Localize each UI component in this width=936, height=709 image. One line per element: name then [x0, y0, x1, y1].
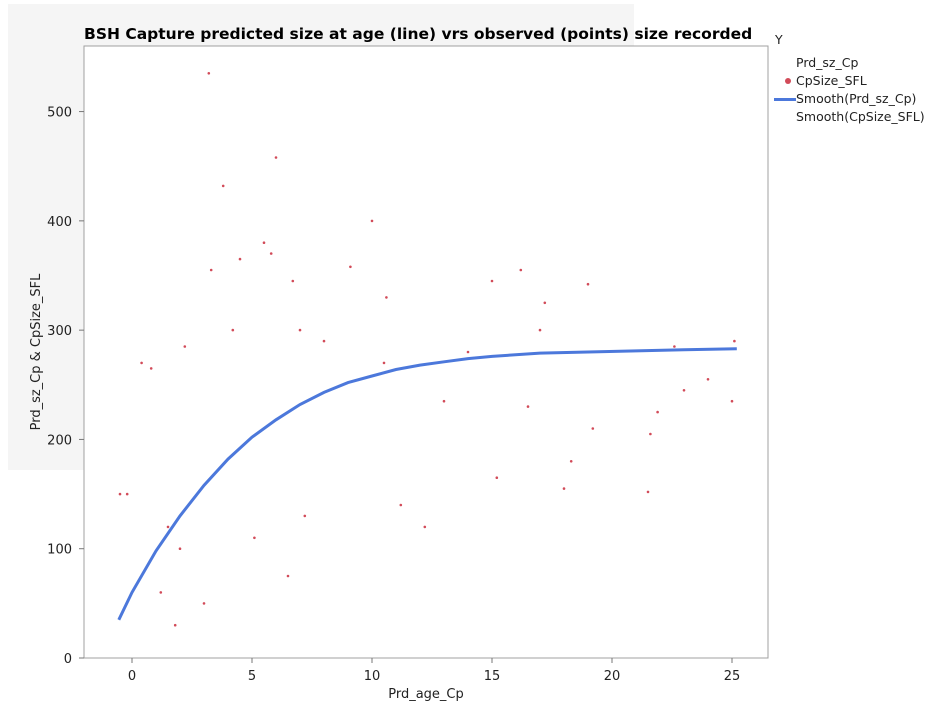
scatter-point [495, 476, 499, 480]
plot-area [83, 45, 769, 659]
scatter-point [209, 268, 213, 272]
scatter-point [140, 361, 143, 365]
x-tick-label: 20 [604, 669, 621, 684]
scatter-point [322, 339, 326, 343]
legend-item-prd-sz: Prd_sz_Cp [772, 54, 858, 70]
y-tick-label: 100 [47, 543, 72, 558]
legend-label: Smooth(CpSize_SFL) [796, 109, 925, 124]
scatter-point [733, 339, 736, 343]
y-axis: 0 100 200 300 400 500 [47, 106, 84, 667]
y-tick-label: 400 [47, 215, 72, 230]
scatter-point [399, 503, 403, 507]
scatter-point [291, 279, 295, 283]
legend-label: Prd_sz_Cp [796, 55, 859, 70]
scatter-point [385, 296, 388, 299]
scatter-point [682, 389, 686, 392]
x-axis-label: Prd_age_Cp [388, 687, 464, 702]
scatter-point [262, 241, 266, 244]
scatter-point [490, 279, 494, 283]
legend-line-marker [774, 97, 796, 101]
x-tick-label: 5 [248, 669, 256, 684]
scatter-point [253, 536, 256, 540]
legend-item-smooth-cpsize: Smooth(CpSize_SFL) [772, 108, 925, 124]
scatter-point [125, 492, 129, 496]
scatter-point [178, 547, 182, 550]
legend-label: CpSize_SFL [796, 73, 867, 88]
scatter-point [202, 602, 206, 605]
scatter-point [183, 345, 187, 348]
scatter-point [519, 268, 523, 272]
legend-item-smooth-prd: Smooth(Prd_sz_Cp) [772, 90, 916, 106]
scatter-point [149, 367, 153, 370]
scatter-point [649, 432, 652, 436]
chart-title: BSH Capture predicted size at age (line)… [84, 25, 753, 43]
legend-dot-marker [785, 77, 791, 84]
x-axis: 0 5 10 15 20 25 [128, 658, 740, 684]
scatter-point [166, 525, 170, 529]
scatter-point [238, 257, 242, 261]
scatter-point [586, 282, 590, 286]
scatter-point [286, 574, 290, 578]
scatter-point [673, 345, 676, 348]
scatter-point [466, 350, 470, 354]
scatter-point [159, 591, 163, 594]
scatter-point [706, 378, 710, 381]
scatter-point [298, 328, 302, 332]
legend-item-cpsize: CpSize_SFL [772, 72, 867, 88]
scatter-point [173, 623, 177, 627]
scatter-point [526, 405, 530, 408]
y-tick-label: 200 [47, 433, 72, 448]
scatter-point [423, 525, 427, 529]
scatter-point [118, 492, 122, 496]
smooth-line [117, 347, 737, 621]
scatter-point [382, 361, 386, 365]
points-layer [118, 72, 736, 627]
x-tick-label: 25 [724, 669, 741, 684]
scatter-point [370, 219, 374, 223]
y-tick-label: 300 [47, 324, 72, 339]
scatter-point [730, 399, 734, 403]
y-tick-label: 0 [64, 652, 72, 667]
y-tick-label: 500 [47, 106, 72, 121]
scatter-point [349, 265, 352, 269]
scatter-point [269, 252, 273, 255]
scatter-point [543, 301, 547, 305]
scatter-point [274, 156, 278, 159]
scatter-point [646, 490, 650, 494]
x-tick-label: 10 [364, 669, 381, 684]
scatter-point [221, 184, 225, 188]
scatter-point [562, 487, 566, 490]
y-axis-label: Prd_sz_Cp & CpSize_SFL [29, 273, 44, 431]
x-tick-label: 15 [484, 669, 501, 684]
scatter-point [207, 72, 211, 75]
scatter-point [538, 328, 542, 332]
scatter-point [442, 399, 446, 403]
scatter-point [303, 514, 307, 518]
scatter-point [591, 427, 595, 430]
scatter-point [656, 410, 659, 414]
legend-title: Y [775, 32, 783, 47]
x-tick-label: 0 [128, 669, 136, 684]
scatter-point [569, 460, 573, 463]
legend-label: Smooth(Prd_sz_Cp) [796, 91, 917, 106]
scatter-point [231, 328, 235, 332]
